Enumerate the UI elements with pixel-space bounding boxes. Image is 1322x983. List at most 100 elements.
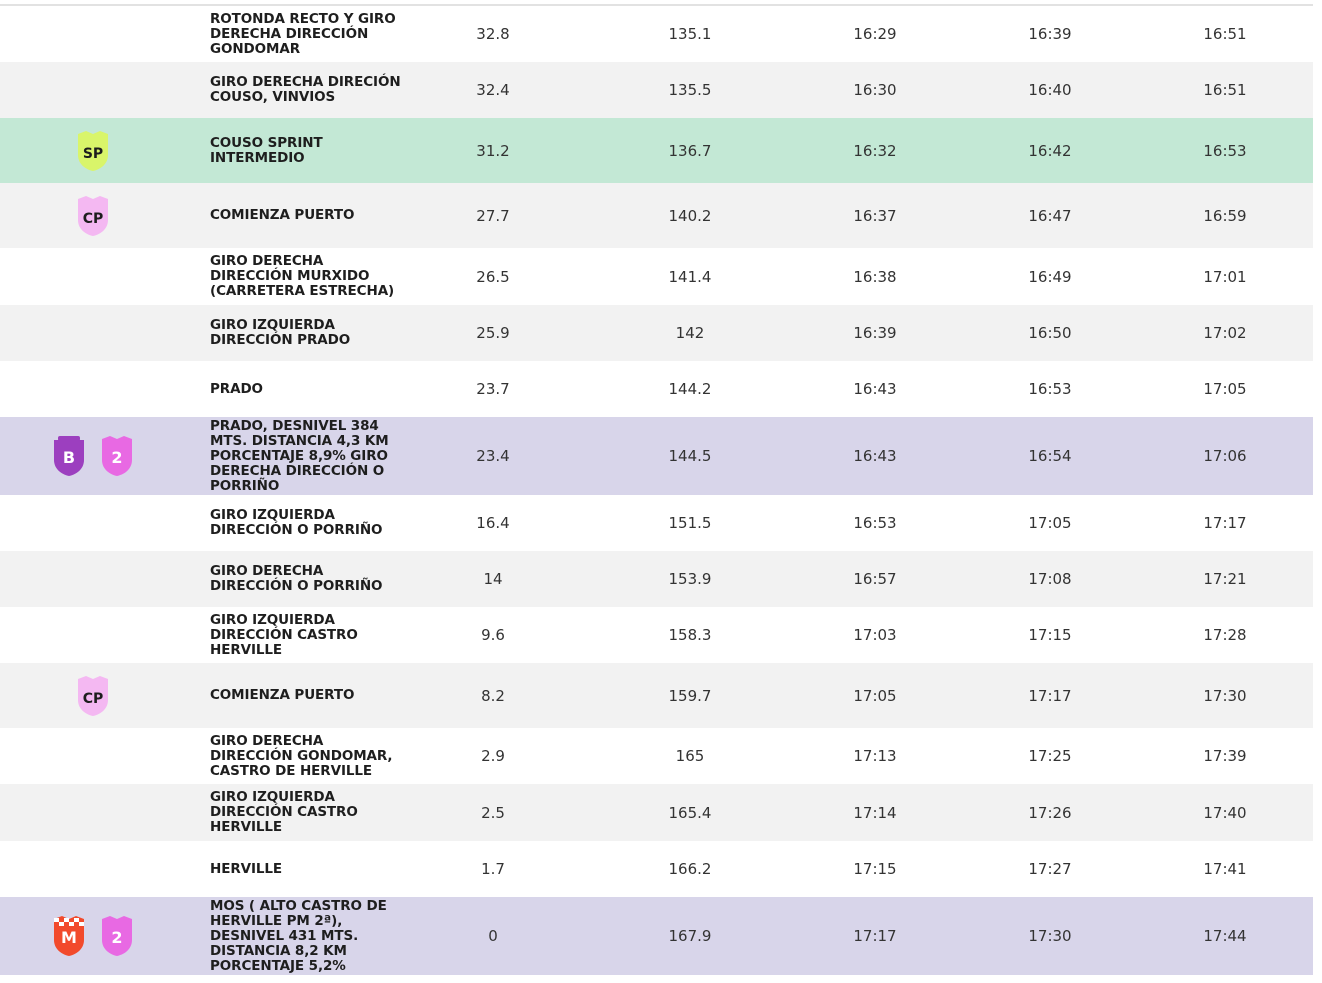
divider [0, 4, 1313, 6]
km-to-finish-cell: 16.4 [476, 514, 510, 532]
time-slow-cell: 17:02 [1203, 324, 1247, 342]
km-to-finish-cell: 2.9 [481, 747, 505, 765]
km-to-finish-cell: 27.7 [476, 206, 510, 225]
row-icons [0, 551, 185, 607]
time-mid-cell: 16:50 [1028, 324, 1072, 342]
time-fast-cell: 16:43 [853, 447, 897, 465]
row-icons [0, 6, 185, 62]
table-row: GIRO DERECHA DIRECCIÓN MURXIDO (CARRETER… [0, 248, 1313, 305]
svg-text:2: 2 [111, 448, 122, 467]
time-slow-cell: 17:21 [1203, 570, 1247, 588]
svg-text:CP: CP [82, 211, 103, 227]
time-fast-cell: 17:17 [853, 927, 897, 945]
km-done-cell: 151.5 [668, 514, 712, 532]
km-done-cell: 159.7 [668, 686, 712, 705]
row-icons [0, 248, 185, 305]
time-slow-cell: 17:06 [1203, 447, 1247, 465]
time-mid-cell: 16:49 [1028, 267, 1072, 286]
km-done-cell: 153.9 [668, 570, 712, 588]
mountain-finish-badge-icon: M [52, 914, 86, 958]
time-mid-cell: 16:40 [1028, 81, 1072, 99]
table-row: HERVILLE 1.7 166.2 17:15 17:27 17:41 [0, 841, 1313, 897]
time-mid-cell: 16:53 [1028, 380, 1072, 398]
time-fast-cell: 16:57 [853, 570, 897, 588]
km-done-cell: 136.7 [668, 141, 712, 160]
km-done-cell: 167.9 [668, 927, 712, 945]
start-climb-badge-icon: CP [76, 194, 110, 238]
time-fast-cell: 16:38 [853, 267, 897, 286]
time-slow-cell: 17:05 [1203, 380, 1247, 398]
row-icons [0, 841, 185, 897]
time-fast-cell: 16:53 [853, 514, 897, 532]
point-description: PRADO [210, 380, 263, 397]
km-to-finish-cell: 23.4 [476, 447, 510, 465]
table-row: GIRO DERECHA DIRECCIÓN GONDOMAR, CASTRO … [0, 728, 1313, 784]
km-done-cell: 144.5 [668, 447, 712, 465]
category-2-badge-icon: 2 [100, 434, 134, 478]
time-fast-cell: 16:32 [853, 141, 897, 160]
point-description: GIRO DERECHA DIRECCIÓN GONDOMAR, CASTRO … [210, 732, 393, 779]
time-fast-cell: 17:05 [853, 686, 897, 705]
km-to-finish-cell: 0 [488, 927, 498, 945]
time-mid-cell: 17:08 [1028, 570, 1072, 588]
table-row: GIRO IZQUIERDA DIRECCIÓN CASTRO HERVILLE… [0, 607, 1313, 663]
km-done-cell: 165.4 [668, 803, 712, 822]
bonus-badge-icon: B [52, 434, 86, 478]
point-description: GIRO DERECHA DIRECIÓN COUSO, VINVIOS [210, 74, 401, 105]
km-done-cell: 166.2 [668, 860, 712, 878]
km-done-cell: 142 [675, 324, 705, 342]
km-to-finish-cell: 2.5 [481, 803, 505, 822]
km-done-cell: 135.5 [668, 81, 712, 99]
km-to-finish-cell: 14 [483, 570, 503, 588]
table-row: GIRO DERECHA DIRECIÓN COUSO, VINVIOS 32.4… [0, 62, 1313, 118]
time-fast-cell: 16:29 [853, 25, 897, 43]
time-fast-cell: 16:39 [853, 324, 897, 342]
svg-text:CP: CP [82, 691, 103, 707]
row-icons: CP [0, 183, 185, 248]
km-done-cell: 165 [675, 747, 705, 765]
point-description: COUSO SPRINT INTERMEDIO [210, 134, 323, 166]
km-done-cell: 144.2 [668, 380, 712, 398]
table-row: GIRO IZQUIERDA DIRECCIÓN O PORRIÑO 16.4 15… [0, 495, 1313, 551]
table-row: M 2 MOS ( ALTO CASTRO DE HERVILLE PM 2ª), … [0, 897, 1313, 975]
time-slow-cell: 17:41 [1203, 860, 1247, 878]
point-description: GIRO IZQUIERDA DIRECCIÓN O PORRIÑO [210, 507, 383, 538]
point-description: COMIENZA PUERTO [210, 207, 355, 223]
table-row: GIRO DERECHA DIRECCIÓN O PORRIÑO 14 153.9 1… [0, 551, 1313, 607]
row-icons [0, 305, 185, 361]
table-row: SP COUSO SPRINT INTERMEDIO 31.2 136.7 16:32 1… [0, 118, 1313, 183]
table-row: B 2 PRADO, DESNIVEL 384 MTS. DISTANCIA 4,3… [0, 417, 1313, 495]
km-to-finish-cell: 31.2 [476, 141, 510, 160]
table-row: CP COMIENZA PUERTO 8.2 159.7 17:05 17:17 17:30 [0, 663, 1313, 728]
km-to-finish-cell: 26.5 [476, 267, 510, 286]
row-icons [0, 607, 185, 663]
row-icons: CP [0, 663, 185, 728]
km-to-finish-cell: 9.6 [481, 626, 505, 644]
time-mid-cell: 17:27 [1028, 860, 1072, 878]
km-done-cell: 158.3 [668, 626, 712, 644]
time-fast-cell: 16:30 [853, 81, 897, 99]
km-to-finish-cell: 32.4 [476, 81, 510, 99]
time-mid-cell: 17:05 [1028, 514, 1072, 532]
km-done-cell: 141.4 [668, 267, 712, 286]
row-icons [0, 495, 185, 551]
time-mid-cell: 17:15 [1028, 626, 1072, 644]
time-slow-cell: 16:51 [1203, 81, 1247, 99]
time-slow-cell: 17:39 [1203, 747, 1247, 765]
point-description: GIRO IZQUIERDA DIRECCIÓN PRADO [210, 317, 351, 348]
table-row: GIRO IZQUIERDA DIRECCIÓN CASTRO HERVILLE… [0, 784, 1313, 841]
point-description: MOS ( ALTO CASTRO DE HERVILLE PM 2ª), DE… [210, 897, 387, 974]
km-to-finish-cell: 25.9 [476, 324, 510, 342]
time-mid-cell: 16:39 [1028, 25, 1072, 43]
svg-text:SP: SP [82, 146, 102, 162]
km-to-finish-cell: 1.7 [481, 860, 505, 878]
time-slow-cell: 17:28 [1203, 626, 1247, 644]
point-description: GIRO DERECHA DIRECCIÓN MURXIDO (CARRETER… [210, 253, 395, 299]
sprint-badge-icon: SP [76, 129, 110, 173]
time-slow-cell: 17:01 [1203, 267, 1247, 286]
table-row: ROTONDA RECTO Y GIRO DERECHA DIRECCIÓN G… [0, 6, 1313, 62]
point-description: PRADO, DESNIVEL 384 MTS. DISTANCIA 4,3 K… [210, 417, 389, 494]
point-description: COMIENZA PUERTO [210, 687, 355, 703]
